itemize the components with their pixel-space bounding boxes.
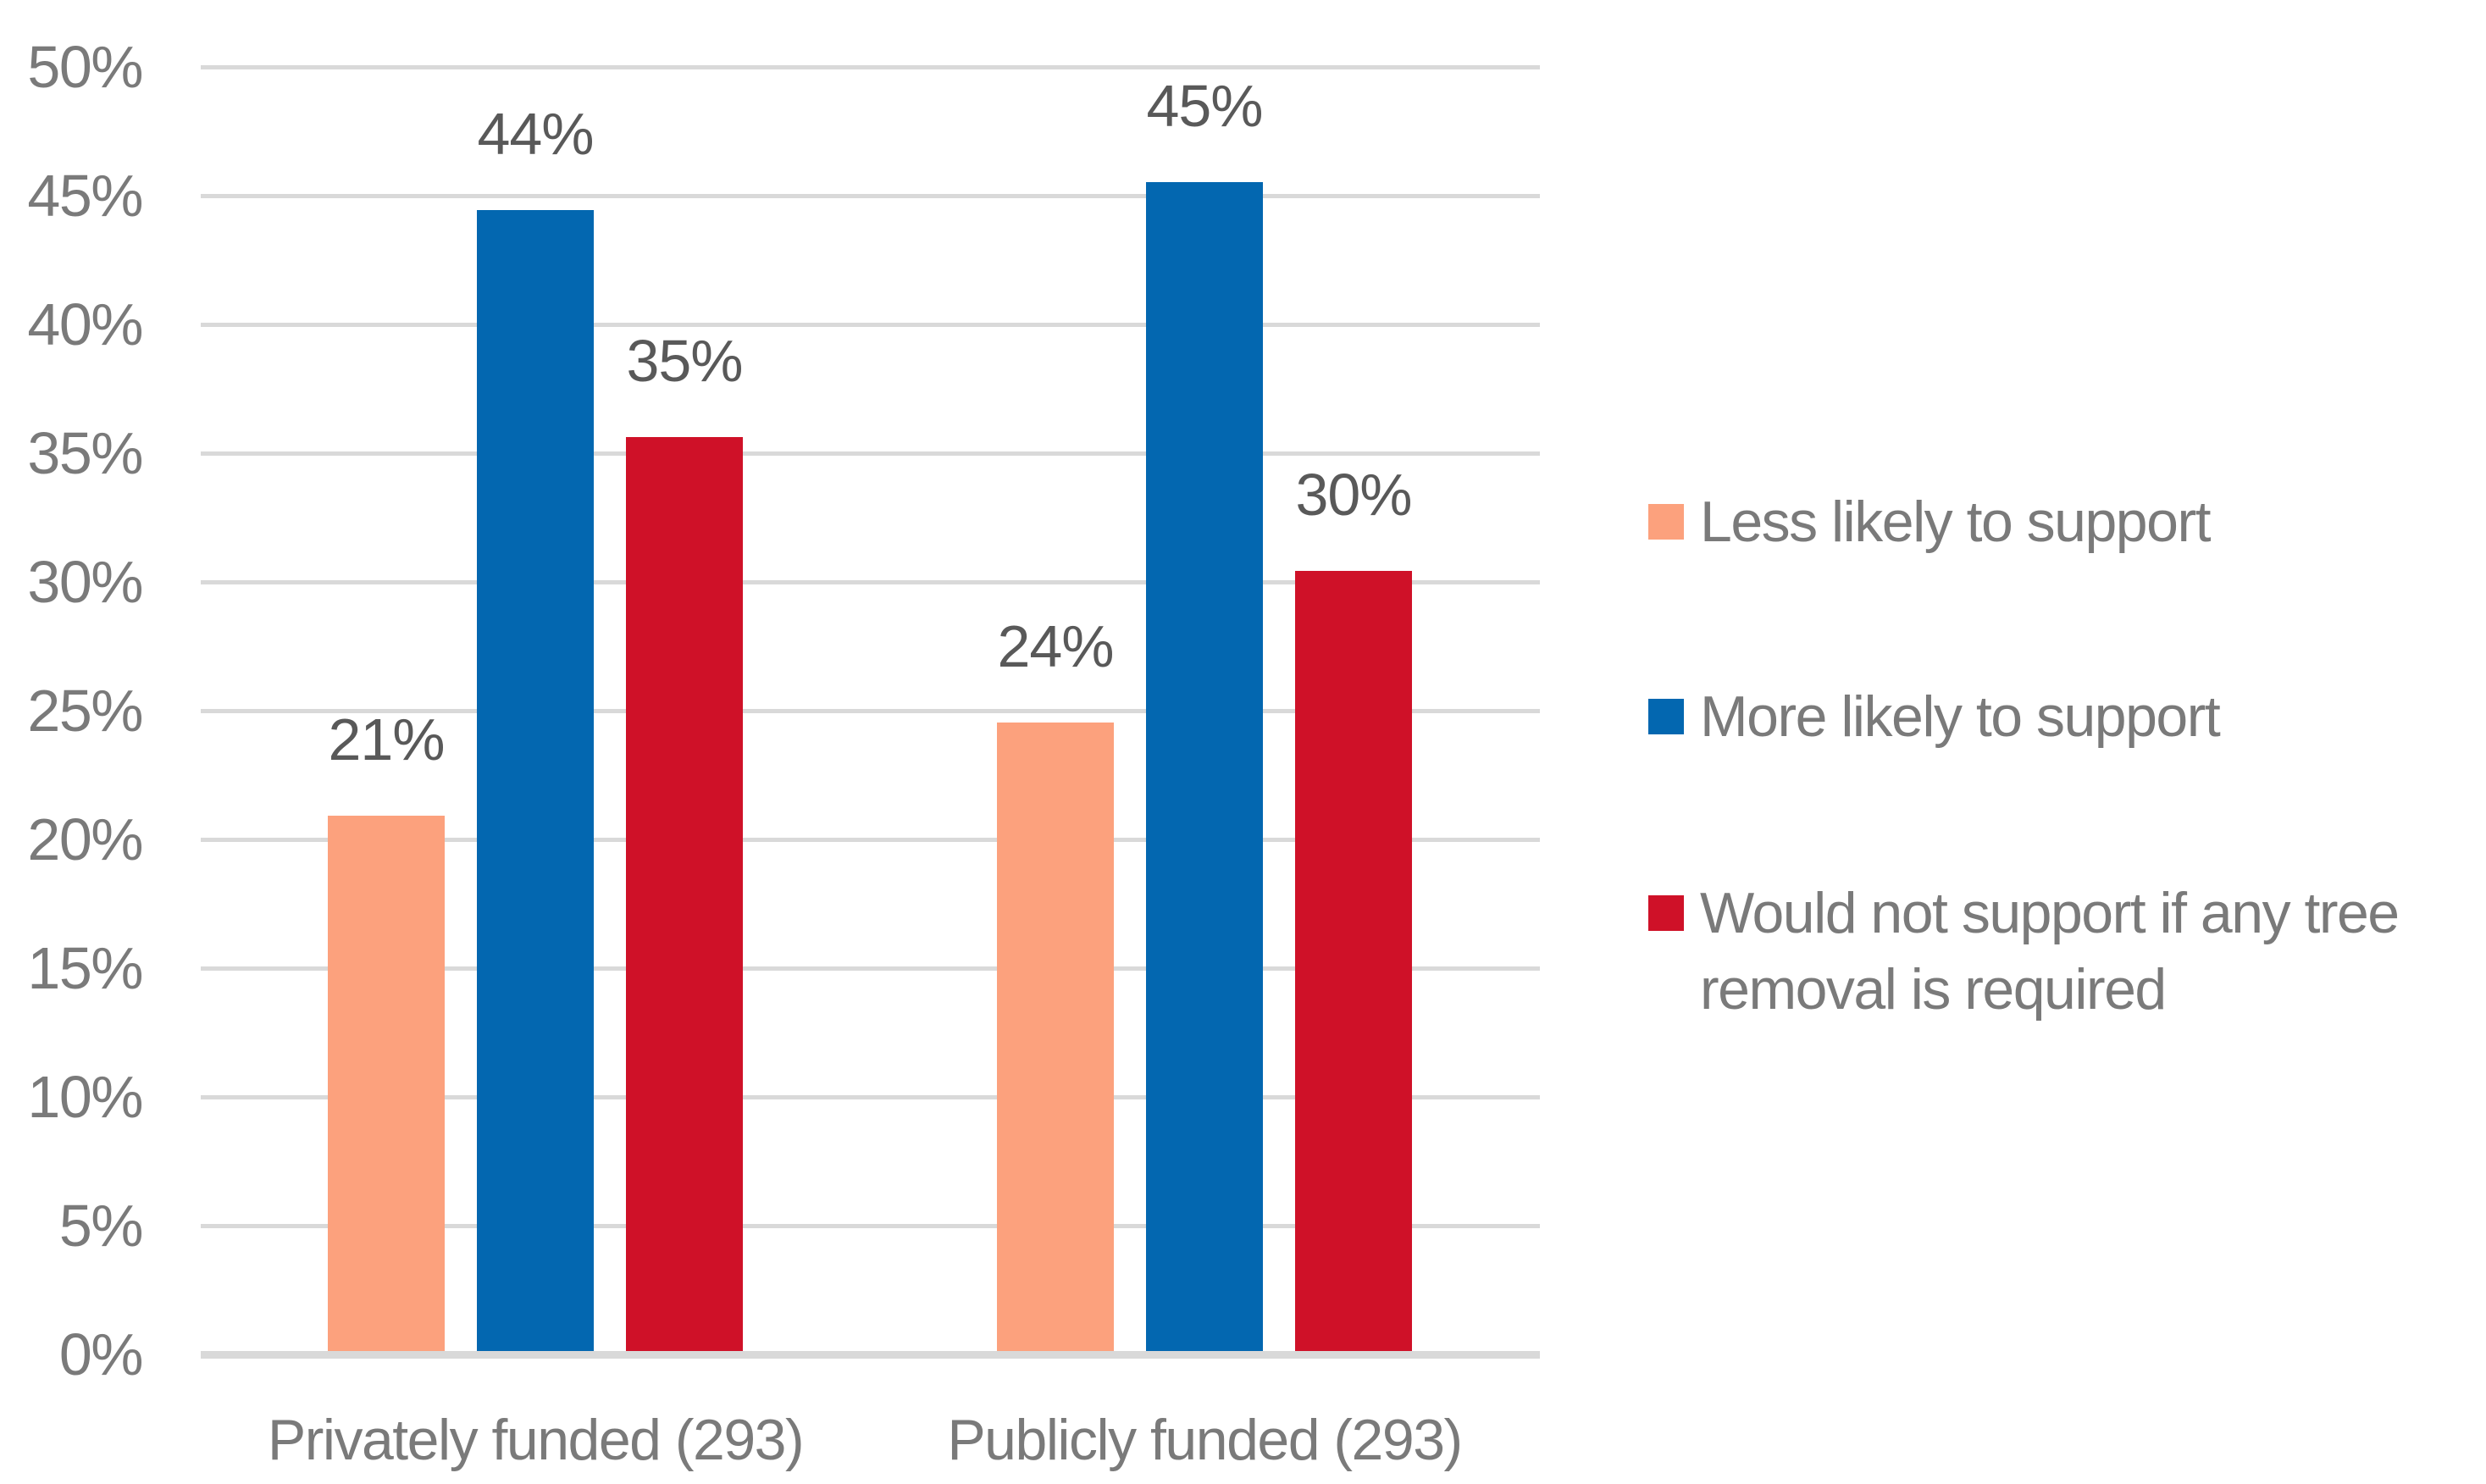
- y-tick-label: 40%: [27, 291, 143, 357]
- y-tick-label: 5%: [58, 1193, 144, 1259]
- bar-fill: [997, 723, 1114, 1351]
- gridline: [201, 1224, 1540, 1228]
- bar-fill: [477, 210, 594, 1351]
- bar: 45%: [1146, 73, 1264, 1351]
- legend-swatch: [1648, 895, 1684, 931]
- gridline: [201, 838, 1540, 842]
- category-label: Publicly funded (293): [947, 1408, 1463, 1472]
- data-label: 44%: [477, 101, 594, 167]
- x-axis-line: [201, 1351, 1540, 1359]
- bar-group: 21% 44% 35%: [328, 101, 744, 1351]
- data-label: 45%: [1146, 73, 1263, 139]
- gridline: [201, 451, 1540, 456]
- bar-fill: [1295, 571, 1412, 1351]
- y-tick-label: 15%: [27, 935, 143, 1001]
- data-label: 30%: [1295, 462, 1412, 528]
- legend-swatch: [1648, 699, 1684, 734]
- y-tick-label: 25%: [27, 678, 143, 744]
- bar: 44%: [477, 101, 595, 1351]
- bar: 24%: [997, 613, 1115, 1351]
- gridline: [201, 194, 1540, 198]
- y-tick-label: 35%: [27, 420, 143, 486]
- gridline: [201, 580, 1540, 584]
- gridline: [201, 966, 1540, 971]
- y-tick-label: 20%: [27, 806, 143, 872]
- gridline: [201, 323, 1540, 327]
- gridline: [201, 709, 1540, 713]
- y-tick-label: 50%: [27, 34, 143, 100]
- legend-label: Less likely to support: [1700, 490, 2211, 554]
- y-tick-label: 10%: [27, 1064, 143, 1130]
- bar-fill: [626, 437, 743, 1351]
- y-tick-label: 0%: [58, 1321, 144, 1387]
- data-label: 35%: [626, 328, 743, 394]
- bar: 21%: [328, 706, 446, 1351]
- bar-fill: [1146, 182, 1263, 1351]
- y-tick-label: 30%: [27, 549, 143, 615]
- legend-label: More likely to support: [1700, 684, 2221, 749]
- bar: 30%: [1295, 462, 1413, 1351]
- gridline: [201, 1095, 1540, 1099]
- bar-group: 24% 45% 30%: [997, 73, 1413, 1351]
- legend-item: More likely to support: [1648, 678, 2444, 755]
- bar-fill: [328, 816, 445, 1351]
- legend-label: Would not support if any tree removal is…: [1700, 881, 2400, 1022]
- bar: 35%: [626, 328, 744, 1351]
- legend-item: Would not support if any tree removal is…: [1648, 875, 2444, 1027]
- y-tick-label: 45%: [27, 163, 143, 229]
- data-label: 24%: [997, 613, 1114, 679]
- legend-item: Less likely to support: [1648, 484, 2444, 560]
- category-label: Privately funded (293): [267, 1408, 805, 1472]
- data-label: 21%: [328, 706, 445, 772]
- gridline: [201, 65, 1540, 69]
- legend-swatch: [1648, 504, 1684, 540]
